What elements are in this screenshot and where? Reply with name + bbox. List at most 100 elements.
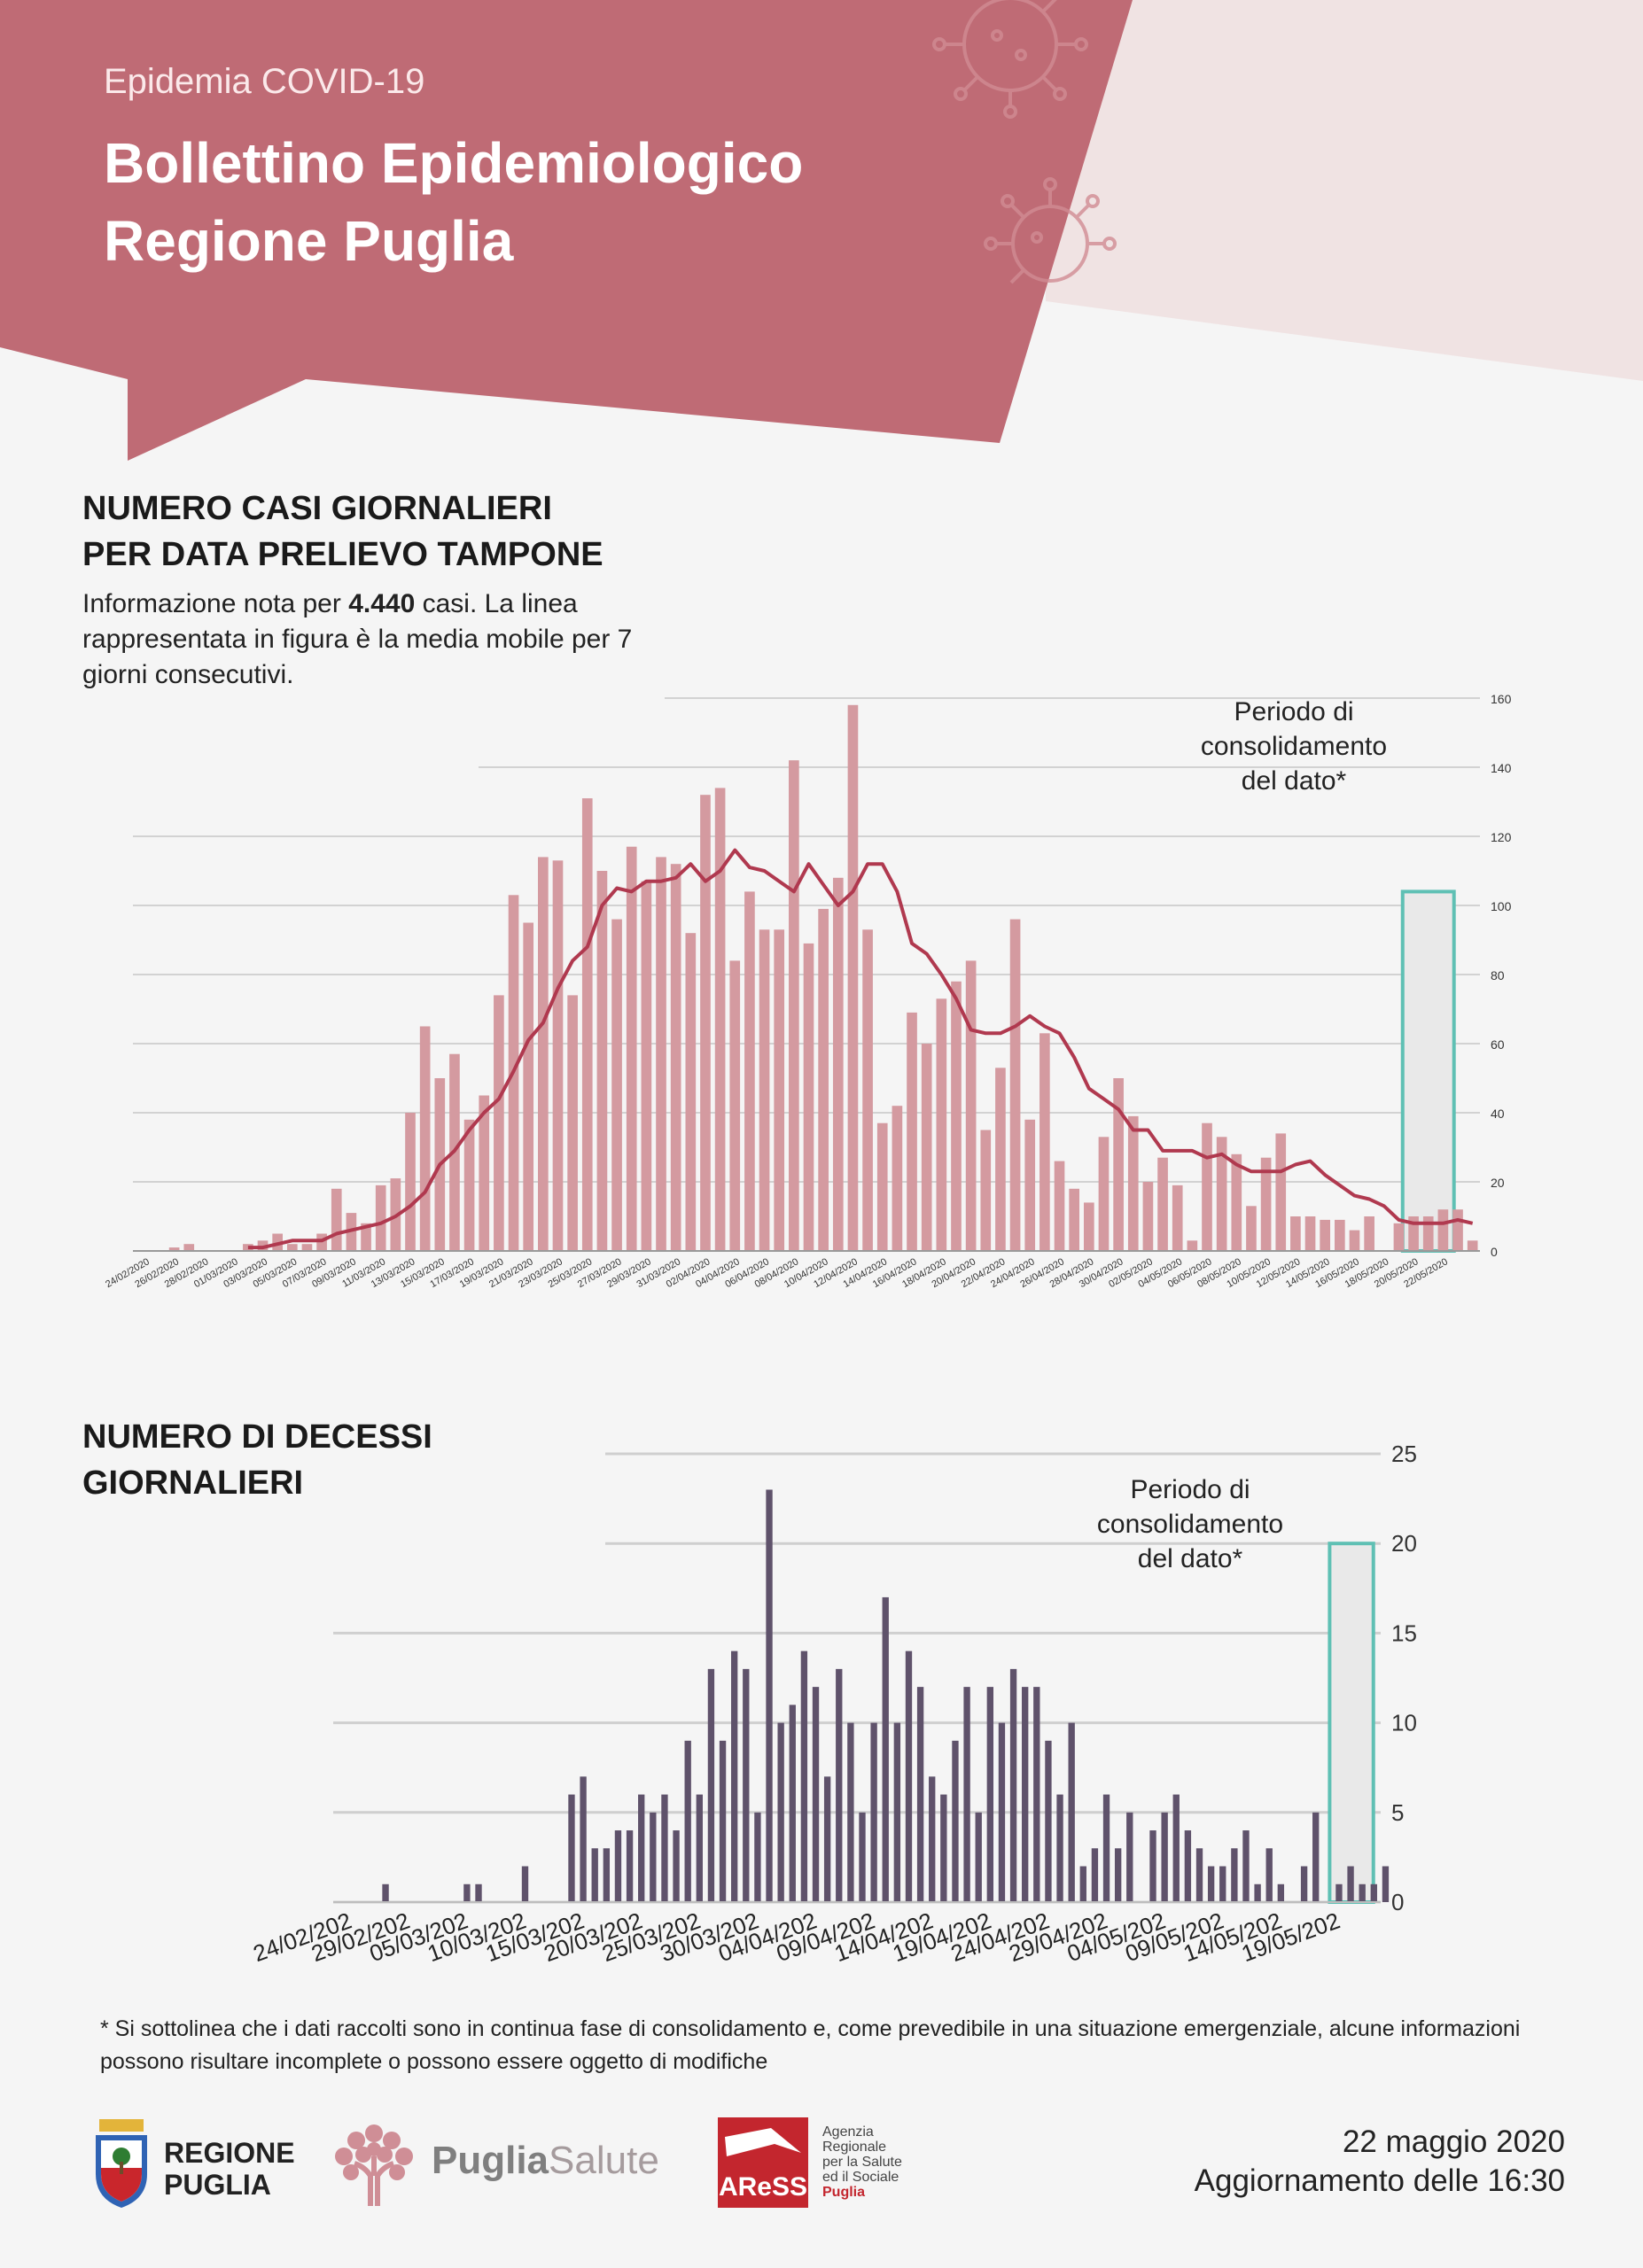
deaths-bar: [986, 1687, 994, 1902]
deaths-bar: [673, 1830, 680, 1902]
deaths-title-line-1: NUMERO DI DECESSI: [82, 1418, 432, 1456]
deaths-bar: [603, 1848, 611, 1902]
deaths-bar: [1172, 1794, 1180, 1902]
deaths-bar: [1242, 1830, 1250, 1902]
cases-bar: [375, 1184, 386, 1251]
cases-bar: [1009, 919, 1021, 1251]
deaths-bar: [952, 1740, 959, 1902]
cases-bar: [1172, 1184, 1183, 1251]
cases-bar: [965, 960, 977, 1251]
deaths-consol-line-1: Periodo di: [1130, 1475, 1250, 1504]
cases-bar: [1202, 1122, 1212, 1251]
cases-bar: [1216, 1137, 1227, 1251]
header-banner: [0, 0, 1643, 461]
deaths-bar: [1114, 1848, 1122, 1902]
cases-y-tick-label: 40: [1491, 1107, 1505, 1121]
cases-y-tick-label: 160: [1491, 692, 1512, 706]
cases-chart: 02040608010012014016024/02/202026/02/202…: [104, 692, 1512, 1290]
footer-date-block: 22 maggio 2020 Aggiornamento delle 16:30: [1195, 2123, 1565, 2201]
cases-title-line-1: NUMERO CASI GIORNALIERI: [82, 490, 552, 527]
deaths-bar: [847, 1722, 854, 1902]
deaths-y-tick-label: 15: [1391, 1619, 1417, 1646]
regione-puglia-logo-text: REGIONE PUGLIA: [164, 2137, 295, 2201]
cases-bar: [1408, 1216, 1419, 1251]
desc-pre: Informazione nota per: [82, 589, 349, 618]
cases-bar: [729, 960, 741, 1251]
cases-bar: [1275, 1133, 1287, 1251]
deaths-bar: [870, 1722, 877, 1902]
cases-bar: [818, 908, 829, 1251]
deaths-bar: [998, 1722, 1006, 1902]
deaths-bar: [1126, 1812, 1133, 1902]
header-kicker: Epidemia COVID-19: [104, 62, 425, 101]
cases-y-tick-label: 60: [1491, 1037, 1505, 1052]
cases-bar: [581, 798, 593, 1251]
deaths-y-tick-label: 10: [1391, 1710, 1417, 1736]
cases-consol-line-1: Periodo di: [1234, 697, 1354, 726]
cases-bar: [479, 1095, 490, 1251]
cases-bar: [183, 1244, 195, 1251]
cases-bar: [611, 919, 622, 1251]
deaths-bar: [638, 1794, 645, 1902]
cases-consolidation-box: [1400, 889, 1456, 1253]
cases-bar: [1437, 1209, 1449, 1251]
cases-bar: [523, 922, 534, 1251]
deaths-bar: [812, 1687, 820, 1902]
puglia-salute-tree-icon: [335, 2124, 413, 2206]
cases-bar: [744, 891, 755, 1251]
cases-bar: [862, 929, 873, 1251]
deaths-bar: [1277, 1884, 1285, 1902]
deaths-bar: [836, 1668, 843, 1902]
deaths-bar: [661, 1794, 668, 1902]
deaths-bar: [1149, 1830, 1156, 1902]
deaths-consol-line-3: del dato*: [1137, 1544, 1243, 1573]
deaths-bar: [463, 1884, 471, 1902]
title-line-2: Regione Puglia: [104, 209, 514, 273]
deaths-bar: [684, 1740, 691, 1902]
deaths-consolidation-label: Periodo di consolidamento del dato*: [1071, 1472, 1310, 1576]
deaths-bar: [916, 1687, 924, 1902]
ps-bold: Puglia: [432, 2139, 549, 2182]
cases-bar: [494, 995, 504, 1251]
cases-bar: [670, 864, 681, 1251]
deaths-bar: [591, 1848, 598, 1902]
deaths-bar: [1161, 1812, 1168, 1902]
cases-bar: [803, 943, 814, 1251]
cases-y-tick-label: 120: [1491, 830, 1512, 844]
deaths-bar: [568, 1794, 575, 1902]
desc-post: casi. La linea rappresentata in figura è…: [82, 589, 633, 689]
deaths-bar: [859, 1812, 866, 1902]
cases-bar: [759, 929, 770, 1251]
deaths-bar: [696, 1794, 703, 1902]
deaths-bar: [940, 1794, 947, 1902]
cases-bar: [243, 1244, 253, 1251]
cases-bar: [876, 1122, 888, 1251]
cases-bar: [463, 1119, 475, 1251]
deaths-bar: [1045, 1740, 1052, 1902]
aress-logo-text: Agenzia Regionale per la Salute ed il So…: [822, 2124, 902, 2200]
cases-bar: [286, 1244, 298, 1251]
deaths-bar: [1335, 1884, 1343, 1902]
aress-line-1: Agenzia: [822, 2124, 874, 2140]
deaths-bar: [475, 1884, 482, 1902]
deaths-bar: [882, 1596, 889, 1902]
deaths-bar: [963, 1687, 970, 1902]
cases-y-tick-label: 100: [1491, 899, 1512, 913]
deaths-bar: [580, 1776, 587, 1902]
deaths-consol-line-2: consolidamento: [1096, 1510, 1284, 1539]
cases-bar: [936, 998, 947, 1251]
deaths-bar: [614, 1830, 622, 1902]
deaths-consolidation-box: [1328, 1542, 1375, 1904]
deaths-bar: [766, 1489, 773, 1902]
cases-section-title: NUMERO CASI GIORNALIERI PER DATA PRELIEV…: [82, 485, 603, 578]
cases-bar: [1127, 1115, 1139, 1251]
deaths-bar: [719, 1740, 727, 1902]
deaths-bar: [1079, 1866, 1086, 1902]
deaths-y-tick-label: 25: [1391, 1441, 1417, 1467]
deaths-bar: [1370, 1884, 1377, 1902]
cases-bar: [168, 1247, 180, 1251]
ps-light: Salute: [549, 2139, 659, 2182]
cases-bar: [951, 981, 962, 1251]
cases-bar: [656, 857, 666, 1251]
cases-bar: [1069, 1188, 1079, 1251]
